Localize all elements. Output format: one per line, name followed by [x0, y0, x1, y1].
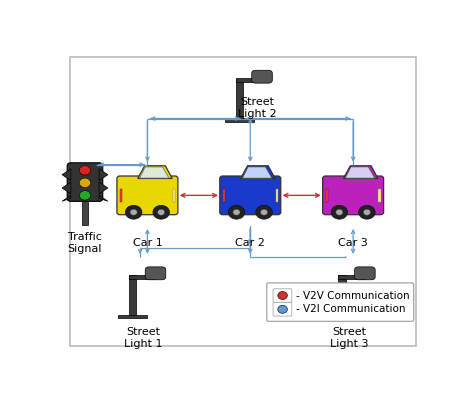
FancyBboxPatch shape	[273, 302, 292, 316]
Circle shape	[125, 205, 142, 219]
Bar	[275, 189, 278, 202]
Bar	[225, 118, 254, 122]
Polygon shape	[62, 169, 71, 181]
Circle shape	[364, 209, 371, 215]
Text: Street
Light 1: Street Light 1	[125, 328, 163, 349]
Circle shape	[79, 178, 91, 188]
Text: Car 2: Car 2	[235, 238, 265, 248]
FancyBboxPatch shape	[355, 267, 375, 280]
Polygon shape	[346, 167, 374, 178]
Bar	[173, 189, 175, 202]
Bar	[338, 275, 346, 314]
Bar	[118, 314, 147, 318]
FancyBboxPatch shape	[220, 176, 281, 215]
FancyBboxPatch shape	[252, 70, 272, 83]
Text: Car 3: Car 3	[338, 238, 368, 248]
Polygon shape	[62, 182, 71, 194]
Circle shape	[278, 305, 287, 313]
Polygon shape	[62, 196, 71, 201]
Polygon shape	[138, 166, 172, 178]
Circle shape	[336, 209, 343, 215]
Bar	[236, 79, 243, 118]
Circle shape	[256, 205, 272, 219]
Text: - V2V Communication: - V2V Communication	[296, 290, 410, 300]
Polygon shape	[99, 182, 108, 194]
Bar	[223, 189, 225, 202]
Polygon shape	[241, 166, 275, 178]
Circle shape	[233, 209, 240, 215]
Bar	[326, 189, 328, 202]
Polygon shape	[99, 196, 108, 201]
Bar	[236, 78, 262, 82]
Bar	[82, 196, 88, 225]
Polygon shape	[344, 166, 378, 178]
FancyBboxPatch shape	[267, 283, 414, 321]
Bar	[338, 275, 365, 279]
Circle shape	[359, 205, 375, 219]
Circle shape	[158, 209, 165, 215]
Circle shape	[228, 205, 245, 219]
Circle shape	[153, 205, 169, 219]
Polygon shape	[243, 167, 272, 178]
Polygon shape	[99, 169, 108, 181]
Bar	[328, 314, 357, 318]
Circle shape	[261, 209, 268, 215]
Text: - V2I Communication: - V2I Communication	[296, 304, 406, 314]
Circle shape	[79, 191, 91, 200]
Bar	[129, 275, 137, 314]
FancyBboxPatch shape	[273, 289, 292, 302]
Circle shape	[278, 292, 287, 300]
Text: Car 1: Car 1	[133, 238, 162, 248]
FancyBboxPatch shape	[117, 176, 178, 215]
Circle shape	[331, 205, 347, 219]
Bar	[129, 275, 155, 279]
Polygon shape	[140, 167, 169, 178]
Text: Street
Light 3: Street Light 3	[330, 328, 369, 349]
Bar	[120, 189, 122, 202]
Bar	[378, 189, 381, 202]
FancyBboxPatch shape	[323, 176, 383, 215]
FancyBboxPatch shape	[145, 267, 166, 280]
Text: Street
Light 2: Street Light 2	[238, 97, 277, 119]
Text: Traffic
Signal: Traffic Signal	[68, 232, 102, 254]
Circle shape	[79, 166, 91, 175]
Circle shape	[130, 209, 137, 215]
FancyBboxPatch shape	[67, 163, 103, 201]
